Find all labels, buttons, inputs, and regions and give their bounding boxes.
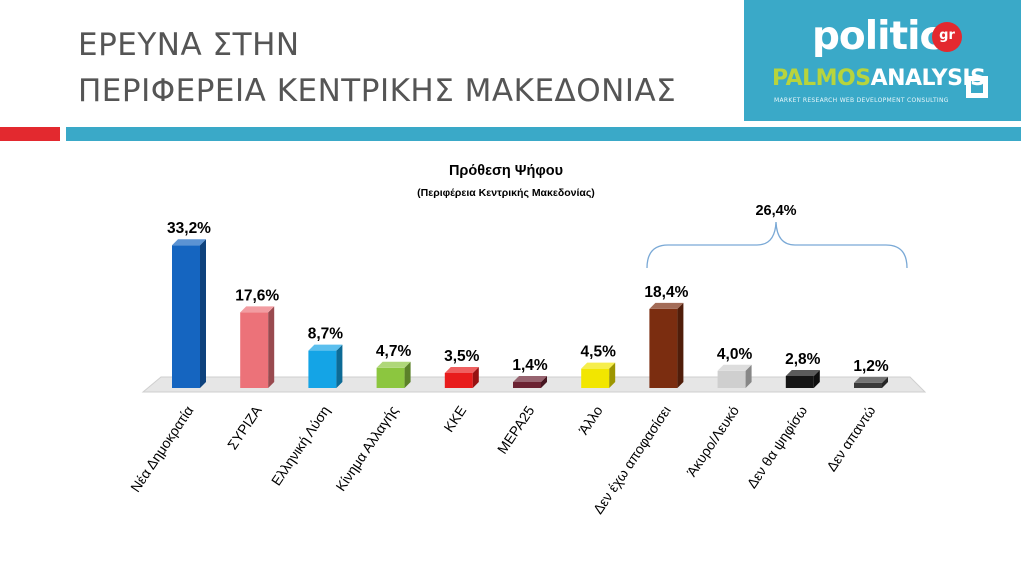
x-tick-label: Κίνημα Αλλαγής: [332, 403, 401, 494]
bar-front: [513, 381, 541, 388]
bar-side: [541, 375, 547, 388]
bar-side: [813, 369, 820, 388]
annotation-label: 26,4%: [755, 203, 796, 219]
bar-front: [444, 372, 473, 388]
politic-gr-badge: gr: [932, 22, 962, 52]
bar-side: [882, 376, 888, 388]
bar-data-label: 1,4%: [512, 357, 548, 374]
bar-top: [649, 302, 684, 309]
bar-top: [854, 376, 888, 383]
bar-data-label: 2,8%: [785, 351, 821, 368]
bar-front: [376, 367, 405, 388]
bar-front: [717, 370, 746, 388]
x-tick-label: Άκυρο/Λευκό: [683, 403, 742, 480]
bar-data-label: 8,7%: [308, 326, 344, 343]
bar-front: [785, 375, 814, 388]
bar-data-label: 4,7%: [376, 343, 412, 360]
bar-top: [376, 361, 411, 368]
annotation-bracket: [646, 221, 908, 269]
bar-front: [308, 350, 337, 388]
bar-side: [745, 364, 752, 388]
bar-side: [609, 362, 616, 388]
x-tick-label: ΚΚΕ: [440, 403, 469, 435]
bar-front: [172, 245, 200, 388]
bar-front: [240, 312, 269, 388]
bar-front: [581, 368, 610, 388]
bar-top: [785, 369, 820, 376]
x-tick-label: Νέα Δημοκρατία: [127, 403, 196, 495]
header-stripe-teal: [66, 127, 1021, 141]
bar-side: [677, 302, 684, 388]
bar-front: [649, 308, 678, 388]
bar-top: [240, 306, 275, 313]
x-tick-label: Ελληνική Λύση: [268, 403, 333, 489]
x-tick-label: Δεν θα ψηφίσω: [743, 403, 810, 491]
slide-title-line1: ΕΡΕΥΝΑ ΣΤΗΝ: [78, 27, 300, 63]
x-tick-label: Δεν έχω αποφασίσει: [590, 403, 674, 517]
bar-top: [444, 366, 479, 373]
palmos-logo-part1: PALMOS: [772, 66, 871, 91]
bar-top: [581, 362, 616, 369]
bar-front: [854, 382, 882, 388]
bar-side: [404, 361, 411, 388]
bar-data-label: 4,0%: [717, 346, 753, 363]
palmos-tagline: MARKET RESEARCH WEB DEVELOPMENT CONSULTI…: [774, 97, 949, 104]
slide-title: ΕΡΕΥΝΑ ΣΤΗΝ ΠΕΡΙΦΕΡΕΙΑ ΚΕΝΤΡΙΚΗΣ ΜΑΚΕΔΟΝ…: [78, 22, 676, 114]
bar-side: [472, 366, 479, 388]
chart-title: Πρόθεση Ψήφου: [449, 163, 563, 179]
politic-logo: politic: [812, 14, 943, 59]
palmos-analysis-logo: PALMOSANALYSIS: [772, 66, 986, 91]
bar-top: [717, 364, 752, 371]
x-tick-label: Δεν απαντώ: [823, 403, 878, 475]
bar-data-label: 17,6%: [235, 287, 279, 304]
chart-subtitle: (Περιφέρεια Κεντρικής Μακεδονίας): [417, 187, 595, 199]
bar-side: [200, 239, 206, 388]
bar-side: [336, 344, 343, 388]
slide-title-line2: ΠΕΡΙΦΕΡΕΙΑ ΚΕΝΤΡΙΚΗΣ ΜΑΚΕΔΟΝΙΑΣ: [78, 73, 677, 109]
bar-top: [172, 239, 206, 246]
bar-data-label: 1,2%: [853, 358, 889, 375]
bar-data-label: 4,5%: [581, 344, 617, 361]
brand-logo-panel: politic gr PALMOSANALYSIS MARKET RESEARC…: [744, 0, 1021, 121]
x-tick-label: Άλλο: [575, 403, 606, 438]
bar-group: 33,2% Νέα Δημοκρατία 17,6% ΣΥΡΙΖΑ 8,7% Ελληνι…: [127, 220, 889, 517]
palmos-square-icon: [966, 76, 988, 98]
bar-data-label: 18,4%: [644, 284, 688, 301]
bar-top: [513, 375, 547, 382]
bar-data-label: 3,5%: [444, 348, 480, 365]
bar-side: [268, 306, 275, 388]
bar-top: [308, 344, 343, 351]
x-tick-label: ΣΥΡΙΖΑ: [224, 402, 265, 452]
x-tick-label: ΜΕΡΑ25: [494, 403, 538, 457]
bar-data-label: 33,2%: [167, 220, 211, 237]
header-stripe-red: [0, 127, 60, 141]
